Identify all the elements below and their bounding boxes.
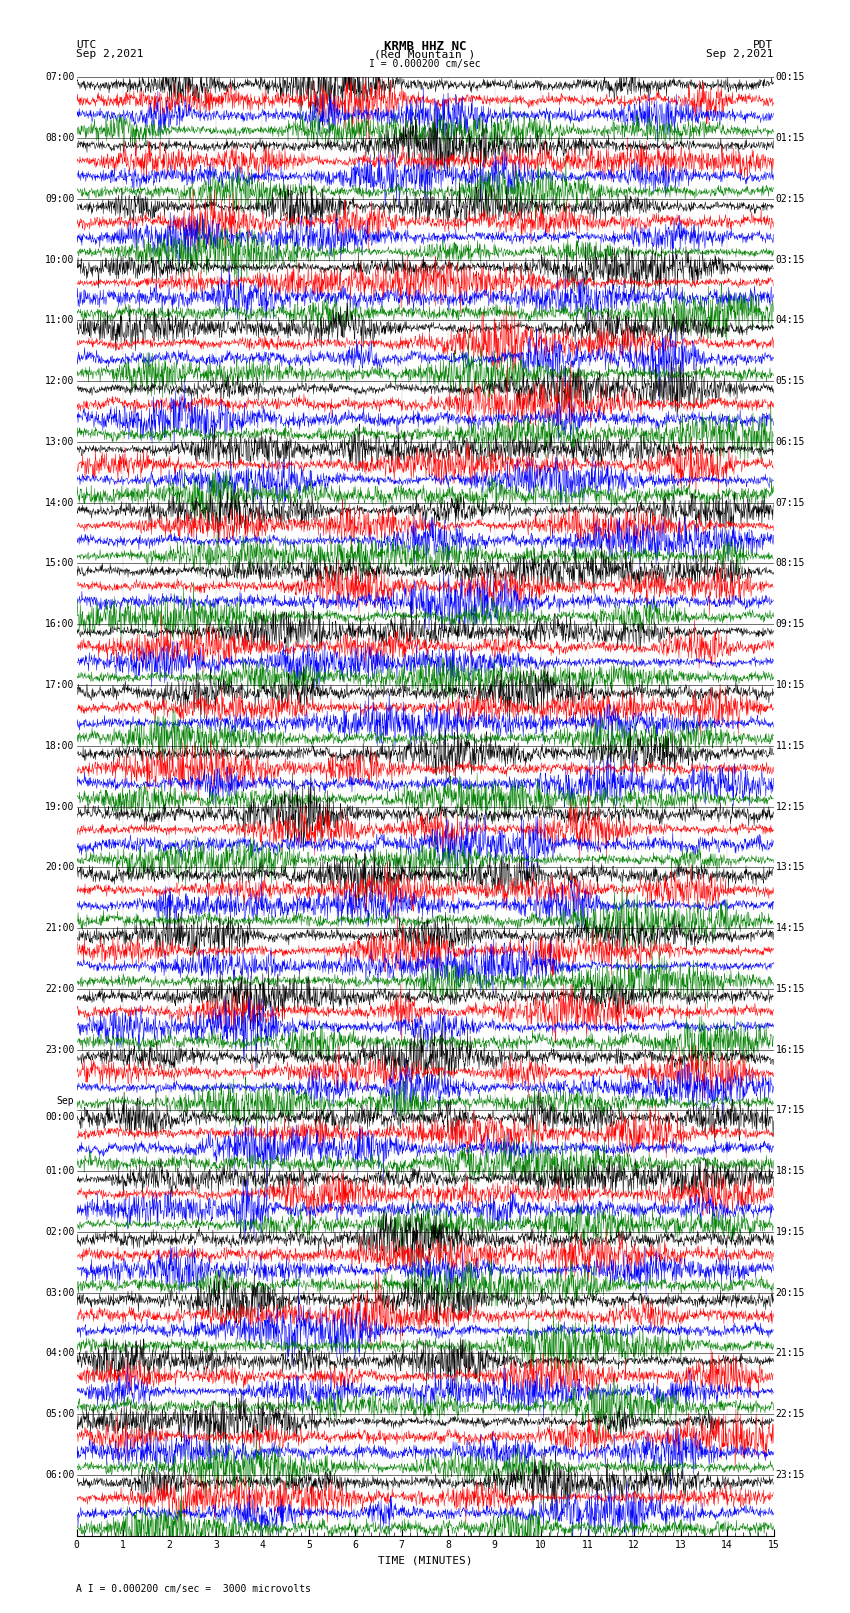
Text: 22:00: 22:00 [45,984,75,994]
Text: I = 0.000200 cm/sec: I = 0.000200 cm/sec [369,58,481,69]
Text: 23:15: 23:15 [775,1469,805,1479]
Text: Sep 2,2021: Sep 2,2021 [76,50,144,60]
Text: 03:15: 03:15 [775,255,805,265]
Text: 09:00: 09:00 [45,194,75,203]
Text: 19:00: 19:00 [45,802,75,811]
Text: 20:15: 20:15 [775,1287,805,1297]
Text: 17:00: 17:00 [45,681,75,690]
Text: Sep: Sep [57,1095,75,1107]
Text: 05:15: 05:15 [775,376,805,386]
Text: 04:15: 04:15 [775,316,805,326]
Text: 01:15: 01:15 [775,134,805,144]
Text: 10:15: 10:15 [775,681,805,690]
Text: 13:15: 13:15 [775,863,805,873]
Text: KRMB HHZ NC: KRMB HHZ NC [383,39,467,53]
Text: PDT: PDT [753,39,774,50]
Text: 06:00: 06:00 [45,1469,75,1479]
Text: 21:15: 21:15 [775,1348,805,1358]
Text: 18:00: 18:00 [45,740,75,750]
Text: 12:15: 12:15 [775,802,805,811]
Text: 03:00: 03:00 [45,1287,75,1297]
Text: 07:00: 07:00 [45,73,75,82]
Text: (Red Mountain ): (Red Mountain ) [374,50,476,60]
Text: 13:00: 13:00 [45,437,75,447]
Text: 06:15: 06:15 [775,437,805,447]
Text: 15:15: 15:15 [775,984,805,994]
Text: 14:00: 14:00 [45,498,75,508]
Text: 21:00: 21:00 [45,923,75,932]
Text: 11:15: 11:15 [775,740,805,750]
Text: 23:00: 23:00 [45,1045,75,1055]
Text: A I = 0.000200 cm/sec =  3000 microvolts: A I = 0.000200 cm/sec = 3000 microvolts [76,1584,311,1594]
X-axis label: TIME (MINUTES): TIME (MINUTES) [377,1557,473,1566]
Text: 08:00: 08:00 [45,134,75,144]
Text: 19:15: 19:15 [775,1227,805,1237]
Text: 02:00: 02:00 [45,1227,75,1237]
Text: 05:00: 05:00 [45,1410,75,1419]
Text: 12:00: 12:00 [45,376,75,386]
Text: 17:15: 17:15 [775,1105,805,1115]
Text: 22:15: 22:15 [775,1410,805,1419]
Text: 07:15: 07:15 [775,498,805,508]
Text: 08:15: 08:15 [775,558,805,568]
Text: 04:00: 04:00 [45,1348,75,1358]
Text: 00:15: 00:15 [775,73,805,82]
Text: 18:15: 18:15 [775,1166,805,1176]
Text: 16:00: 16:00 [45,619,75,629]
Text: Sep 2,2021: Sep 2,2021 [706,50,774,60]
Text: 14:15: 14:15 [775,923,805,932]
Text: 00:00: 00:00 [45,1111,75,1121]
Text: 11:00: 11:00 [45,316,75,326]
Text: 16:15: 16:15 [775,1045,805,1055]
Text: 09:15: 09:15 [775,619,805,629]
Text: 20:00: 20:00 [45,863,75,873]
Text: 02:15: 02:15 [775,194,805,203]
Text: 10:00: 10:00 [45,255,75,265]
Text: UTC: UTC [76,39,97,50]
Text: 15:00: 15:00 [45,558,75,568]
Text: 01:00: 01:00 [45,1166,75,1176]
